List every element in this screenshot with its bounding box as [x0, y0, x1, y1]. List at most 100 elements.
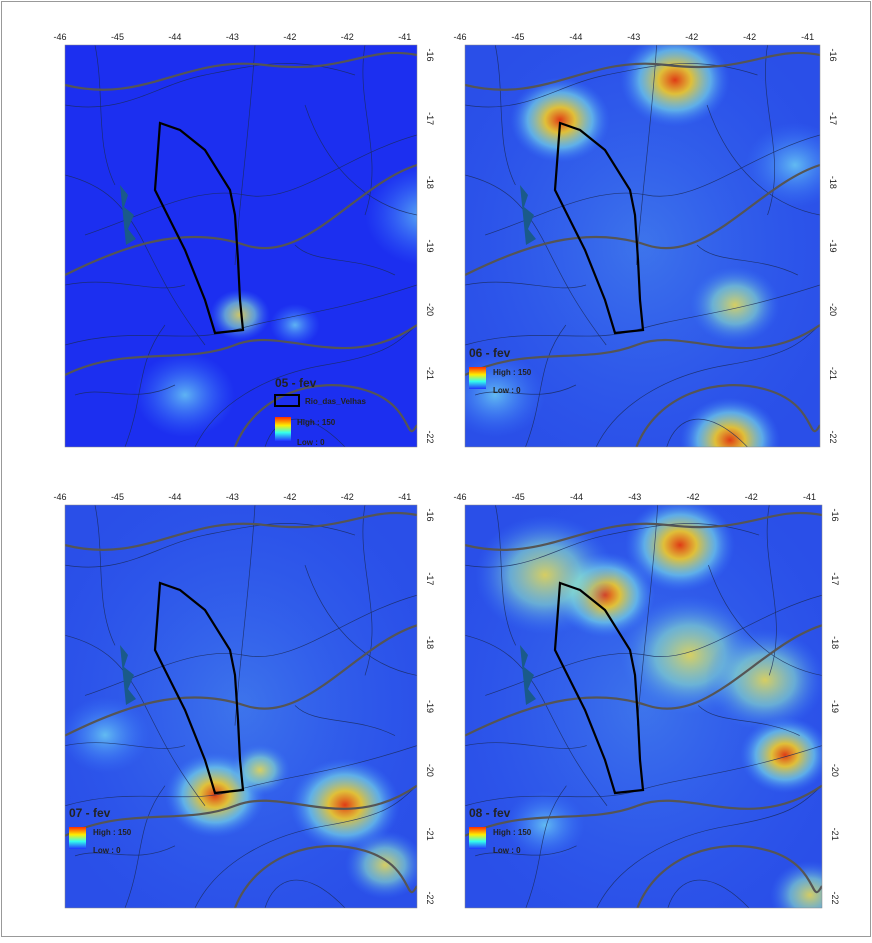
x-tick-label: -41 — [803, 492, 816, 502]
state-border — [635, 384, 820, 447]
river — [74, 384, 176, 396]
state-border — [465, 51, 820, 91]
x-tick-label: -42 — [341, 492, 354, 502]
legend-layer-swatch — [274, 394, 300, 407]
x-tick-label: -43 — [226, 492, 239, 502]
panel-title: 06 - fev — [469, 346, 511, 360]
river — [294, 705, 396, 736]
intensity-area — [705, 629, 822, 731]
river — [362, 505, 373, 676]
river — [124, 785, 166, 908]
state-border — [465, 624, 822, 737]
x-tick-label: -42 — [283, 32, 296, 42]
intensity-area — [290, 758, 400, 852]
intensity-area — [135, 352, 235, 438]
map-frame — [64, 504, 418, 909]
intensity-area — [210, 289, 270, 341]
legend-high: High : 150 — [493, 368, 532, 377]
river — [525, 785, 567, 908]
y-tick-label: -22 — [425, 891, 435, 904]
map-frame — [464, 504, 823, 909]
legend-high: High : 150 — [93, 828, 132, 837]
intensity-area — [770, 861, 822, 908]
river — [708, 565, 822, 676]
map-panel: -46 -45 -44 -43 -42 -42 -41 -16 -17 -18 -19 -20 -21 -… — [53, 492, 435, 909]
x-tick-label: -45 — [111, 32, 124, 42]
state-border — [65, 511, 417, 551]
x-tick-label: -45 — [511, 32, 524, 42]
reservoir — [120, 645, 136, 705]
state-border — [65, 324, 417, 376]
river — [94, 505, 116, 646]
x-tick-label: -45 — [512, 492, 525, 502]
intensity-area — [270, 303, 320, 347]
river — [65, 174, 206, 346]
basin-outline — [153, 581, 245, 795]
river — [465, 174, 607, 346]
y-tick-label: -19 — [425, 239, 435, 252]
y-tick-label: -16 — [830, 508, 840, 521]
map-body — [65, 505, 417, 908]
y-tick-label: -18 — [828, 176, 838, 189]
intensity-area — [690, 266, 780, 344]
river — [667, 879, 750, 908]
reservoir — [520, 185, 536, 245]
river — [65, 63, 356, 108]
state-border — [233, 844, 417, 908]
river — [124, 324, 166, 447]
x-tick-label: -42 — [341, 32, 354, 42]
x-tick-label: -42 — [745, 492, 758, 502]
x-tick-label: -41 — [801, 32, 814, 42]
y-tick-label: -19 — [425, 700, 435, 713]
intensity-area — [345, 831, 417, 899]
y-tick-label: -20 — [425, 303, 435, 316]
map-panel: -46 -45 -44 -43 -42 -42 -41 -16 -17 -18 -19 -20 -21 -… — [453, 492, 840, 909]
x-tick-label: -42 — [685, 32, 698, 42]
river — [194, 785, 417, 908]
y-tick-label: -22 — [830, 891, 840, 904]
y-tick-label: -19 — [830, 700, 840, 713]
map-frame — [64, 44, 418, 448]
river — [765, 45, 775, 216]
river — [475, 845, 577, 857]
y-tick-label: -21 — [425, 367, 435, 380]
y-tick-label: -17 — [425, 112, 435, 125]
river — [74, 845, 176, 857]
basin-outline — [553, 121, 645, 335]
y-tick-label: -17 — [830, 572, 840, 585]
river — [465, 634, 608, 806]
y-tick-label: -18 — [425, 636, 435, 649]
river — [84, 594, 417, 696]
legend-ramp — [69, 827, 86, 849]
x-tick-label: -45 — [111, 492, 124, 502]
x-tick-label: -44 — [168, 492, 181, 502]
state-border — [65, 784, 417, 837]
river — [65, 523, 356, 568]
legend-high: High : 150 — [297, 418, 336, 427]
legend-low: Low : 0 — [493, 386, 521, 395]
river — [637, 505, 659, 726]
state-border — [233, 384, 417, 447]
state-border — [465, 784, 822, 837]
x-tick-label: -42 — [743, 32, 756, 42]
river — [636, 45, 657, 266]
river — [666, 418, 748, 447]
river — [304, 565, 417, 676]
basin-outline — [153, 121, 245, 335]
river — [465, 742, 587, 749]
x-tick-label: -42 — [283, 492, 296, 502]
y-tick-label: -22 — [425, 430, 435, 443]
river — [706, 104, 820, 216]
y-tick-label: -16 — [425, 48, 435, 61]
basin-outline — [553, 581, 645, 795]
reservoir — [520, 645, 536, 705]
y-tick-label: -19 — [828, 239, 838, 252]
x-tick-label: -41 — [398, 492, 411, 502]
river — [595, 324, 820, 447]
legend-high: High : 150 — [493, 828, 532, 837]
reservoir — [120, 185, 136, 245]
river — [766, 505, 777, 676]
river — [304, 104, 417, 216]
